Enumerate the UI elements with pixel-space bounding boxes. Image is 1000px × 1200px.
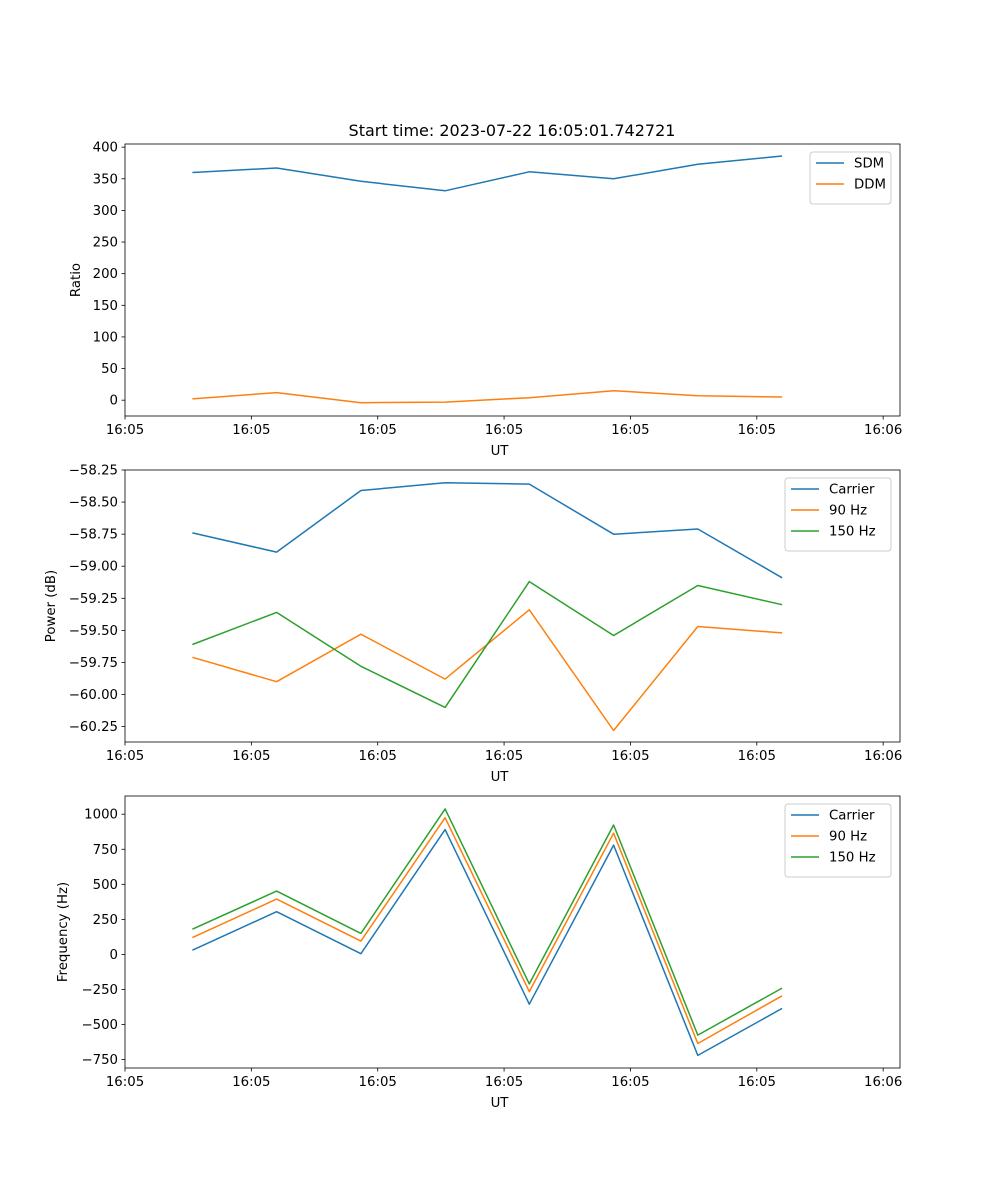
legend: SDM DDM	[809, 151, 892, 205]
y-tick-label: 1000	[84, 808, 118, 823]
subplot-3: 16:05 16:05 16:05 16:05 16:05 16:05 16:06 −750 −…	[56, 795, 902, 1111]
y-tick-label: −58.25	[69, 464, 118, 479]
y-tick-label: 500	[93, 878, 118, 893]
series-line-90-hz	[192, 816, 783, 1045]
legend: Carrier 90 Hz 150 Hz	[784, 803, 892, 878]
x-tick-label: 16:05	[106, 1075, 144, 1090]
legend-label: 90 Hz	[829, 504, 867, 519]
x-tick-label: 16:05	[359, 423, 397, 438]
series-line-carrier	[192, 828, 783, 1057]
y-tick-label: 0	[110, 394, 118, 409]
y-tick-label: 200	[93, 267, 118, 282]
y-tick-label: −60.00	[69, 688, 118, 703]
subplot-1: 16:05 16:05 16:05 16:05 16:05 16:05 16:06 0 50 10…	[69, 141, 902, 459]
y-tick-label: −58.50	[69, 496, 118, 511]
x-tick-label: 16:05	[738, 423, 776, 438]
x-tick-label: 16:05	[611, 749, 649, 764]
x-axis-label: UT	[491, 770, 510, 785]
y-tick-label: −250	[81, 983, 118, 998]
x-tick-label: 16:05	[611, 423, 649, 438]
x-tick-label: 16:05	[485, 1075, 523, 1090]
y-axis-label: Frequency (Hz)	[56, 882, 71, 982]
y-tick-label: 750	[93, 843, 118, 858]
legend-label: 150 Hz	[829, 851, 876, 866]
y-tick-label: −59.25	[69, 592, 118, 607]
series-line-sdm	[192, 155, 783, 192]
axes-frame	[124, 469, 901, 743]
figure-title: Start time: 2023-07-22 16:05:01.742721	[349, 121, 676, 140]
legend-label: 90 Hz	[829, 830, 867, 845]
x-axis-label: UT	[491, 1096, 510, 1111]
x-axis-label: UT	[491, 444, 510, 459]
y-tick-label: 400	[93, 141, 118, 156]
x-tick-label: 16:05	[232, 423, 270, 438]
y-tick-label: 300	[93, 204, 118, 219]
x-tick-label: 16:05	[485, 749, 523, 764]
x-tick-label: 16:05	[106, 423, 144, 438]
subplot-2: 16:05 16:05 16:05 16:05 16:05 16:05 16:06 −60.2…	[44, 464, 902, 786]
x-tick-label: 16:05	[106, 749, 144, 764]
x-tick-label: 16:06	[864, 1075, 902, 1090]
axes-frame	[124, 795, 901, 1069]
y-tick-label: 50	[101, 362, 118, 377]
legend-label: Carrier	[829, 483, 875, 498]
legend-label: Carrier	[829, 809, 875, 824]
x-tick-label: 16:05	[232, 749, 270, 764]
y-tick-label: −750	[81, 1053, 118, 1068]
legend-label: DDM	[854, 178, 886, 193]
y-tick-label: 250	[93, 236, 118, 251]
y-tick-label: 0	[110, 948, 118, 963]
y-tick-label: 150	[93, 299, 118, 314]
legend-label: 150 Hz	[829, 525, 876, 540]
x-tick-label: 16:05	[359, 749, 397, 764]
y-axis-label: Power (dB)	[44, 570, 59, 642]
series-line-ddm	[192, 389, 783, 404]
x-tick-label: 16:05	[611, 1075, 649, 1090]
legend-box	[784, 803, 892, 878]
x-tick-label: 16:05	[359, 1075, 397, 1090]
y-tick-label: −500	[81, 1018, 118, 1033]
y-tick-label: −60.25	[69, 720, 118, 735]
y-tick-label: 350	[93, 172, 118, 187]
plots-container: 16:05 16:05 16:05 16:05 16:05 16:05 16:06 0 50 10…	[44, 141, 902, 1111]
legend-box	[809, 151, 892, 205]
legend-label: SDM	[854, 157, 884, 172]
x-tick-label: 16:06	[864, 749, 902, 764]
axes-frame	[124, 143, 901, 417]
y-tick-label: −59.50	[69, 624, 118, 639]
y-axis-label: Ratio	[69, 263, 84, 297]
series-line-carrier	[192, 482, 783, 579]
series-line-150-hz	[192, 808, 783, 1036]
x-tick-label: 16:05	[738, 1075, 776, 1090]
x-tick-label: 16:05	[738, 749, 776, 764]
x-tick-label: 16:05	[232, 1075, 270, 1090]
y-tick-label: 100	[93, 330, 118, 345]
x-tick-label: 16:05	[485, 423, 523, 438]
x-tick-label: 16:06	[864, 423, 902, 438]
y-tick-label: −58.75	[69, 528, 118, 543]
y-tick-label: −59.75	[69, 656, 118, 671]
y-tick-label: 250	[93, 913, 118, 928]
series-line-150-hz	[192, 580, 783, 709]
legend: Carrier 90 Hz 150 Hz	[784, 477, 892, 552]
legend-box	[784, 477, 892, 552]
y-tick-label: −59.00	[69, 560, 118, 575]
